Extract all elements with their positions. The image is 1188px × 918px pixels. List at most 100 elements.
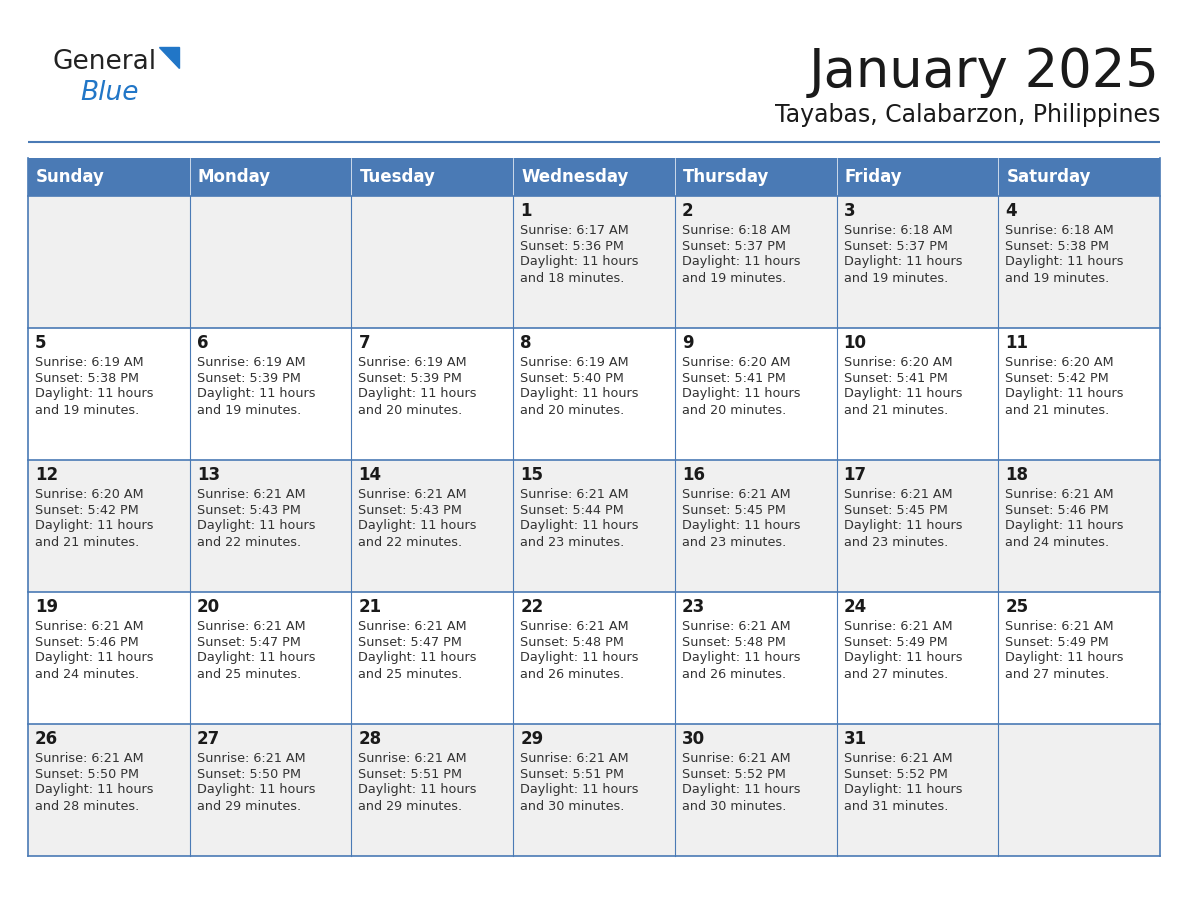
Text: Sunrise: 6:21 AM: Sunrise: 6:21 AM (197, 752, 305, 765)
Bar (836, 196, 998, 328)
Text: and 27 minutes.: and 27 minutes. (843, 667, 948, 680)
Text: Daylight: 11 hours: Daylight: 11 hours (682, 652, 801, 665)
Text: Sunrise: 6:19 AM: Sunrise: 6:19 AM (197, 355, 305, 368)
Text: 1: 1 (520, 202, 532, 220)
Bar (998, 724, 1159, 856)
Text: Daylight: 11 hours: Daylight: 11 hours (1005, 520, 1124, 532)
Text: Daylight: 11 hours: Daylight: 11 hours (197, 783, 315, 797)
Text: Sunset: 5:52 PM: Sunset: 5:52 PM (682, 767, 785, 780)
Text: 14: 14 (359, 466, 381, 484)
Bar (513, 592, 675, 724)
Text: and 19 minutes.: and 19 minutes. (843, 272, 948, 285)
Bar (836, 460, 998, 592)
Text: Sunset: 5:37 PM: Sunset: 5:37 PM (843, 240, 948, 252)
Text: 4: 4 (1005, 202, 1017, 220)
Text: 10: 10 (843, 334, 866, 352)
Text: Sunrise: 6:19 AM: Sunrise: 6:19 AM (520, 355, 628, 368)
Text: Sunrise: 6:21 AM: Sunrise: 6:21 AM (843, 620, 953, 633)
Text: and 19 minutes.: and 19 minutes. (1005, 272, 1110, 285)
Text: 3: 3 (843, 202, 855, 220)
Bar (998, 592, 1159, 724)
Text: 6: 6 (197, 334, 208, 352)
Text: Sunset: 5:46 PM: Sunset: 5:46 PM (34, 635, 139, 648)
Text: Thursday: Thursday (683, 168, 770, 186)
Bar (513, 724, 675, 856)
Text: Wednesday: Wednesday (522, 168, 628, 186)
Text: 26: 26 (34, 730, 58, 748)
Text: Daylight: 11 hours: Daylight: 11 hours (34, 520, 153, 532)
Text: Sunset: 5:44 PM: Sunset: 5:44 PM (520, 503, 624, 517)
Bar (352, 158, 513, 196)
Text: Sunrise: 6:21 AM: Sunrise: 6:21 AM (682, 752, 790, 765)
Text: Daylight: 11 hours: Daylight: 11 hours (682, 783, 801, 797)
Bar (29, 196, 190, 328)
Bar (29, 724, 190, 856)
Text: 11: 11 (1005, 334, 1029, 352)
Text: and 29 minutes.: and 29 minutes. (197, 800, 301, 812)
Text: Sunset: 5:47 PM: Sunset: 5:47 PM (359, 635, 462, 648)
Bar (352, 592, 513, 724)
Text: and 31 minutes.: and 31 minutes. (843, 800, 948, 812)
Text: Sunrise: 6:21 AM: Sunrise: 6:21 AM (359, 752, 467, 765)
Text: Sunrise: 6:18 AM: Sunrise: 6:18 AM (1005, 223, 1114, 237)
Text: Sunset: 5:50 PM: Sunset: 5:50 PM (34, 767, 139, 780)
Text: Sunset: 5:36 PM: Sunset: 5:36 PM (520, 240, 624, 252)
Bar (675, 158, 836, 196)
Text: 21: 21 (359, 598, 381, 616)
Text: Daylight: 11 hours: Daylight: 11 hours (359, 652, 476, 665)
Text: Sunrise: 6:20 AM: Sunrise: 6:20 AM (843, 355, 953, 368)
Text: Sunrise: 6:21 AM: Sunrise: 6:21 AM (1005, 487, 1114, 500)
Text: 18: 18 (1005, 466, 1029, 484)
Text: and 25 minutes.: and 25 minutes. (359, 667, 462, 680)
Text: Sunrise: 6:19 AM: Sunrise: 6:19 AM (359, 355, 467, 368)
Text: Daylight: 11 hours: Daylight: 11 hours (1005, 387, 1124, 400)
Text: Sunrise: 6:20 AM: Sunrise: 6:20 AM (682, 355, 790, 368)
Text: 31: 31 (843, 730, 867, 748)
Text: Daylight: 11 hours: Daylight: 11 hours (520, 387, 639, 400)
Text: 16: 16 (682, 466, 704, 484)
Text: and 21 minutes.: and 21 minutes. (1005, 404, 1110, 417)
Text: Sunset: 5:42 PM: Sunset: 5:42 PM (1005, 372, 1110, 385)
Text: Daylight: 11 hours: Daylight: 11 hours (197, 652, 315, 665)
Text: 30: 30 (682, 730, 704, 748)
Text: Sunrise: 6:21 AM: Sunrise: 6:21 AM (843, 487, 953, 500)
Text: and 19 minutes.: and 19 minutes. (34, 404, 139, 417)
Text: Daylight: 11 hours: Daylight: 11 hours (520, 783, 639, 797)
Bar (836, 328, 998, 460)
Text: Sunset: 5:42 PM: Sunset: 5:42 PM (34, 503, 139, 517)
Text: Blue: Blue (80, 80, 139, 106)
Text: Sunset: 5:43 PM: Sunset: 5:43 PM (359, 503, 462, 517)
Text: Sunset: 5:45 PM: Sunset: 5:45 PM (682, 503, 785, 517)
Text: and 30 minutes.: and 30 minutes. (682, 800, 786, 812)
Text: Daylight: 11 hours: Daylight: 11 hours (1005, 652, 1124, 665)
Text: Sunset: 5:47 PM: Sunset: 5:47 PM (197, 635, 301, 648)
Text: Daylight: 11 hours: Daylight: 11 hours (359, 520, 476, 532)
Bar (190, 460, 352, 592)
Bar (29, 592, 190, 724)
Bar (352, 328, 513, 460)
Text: Sunrise: 6:18 AM: Sunrise: 6:18 AM (682, 223, 790, 237)
Text: Sunset: 5:41 PM: Sunset: 5:41 PM (843, 372, 948, 385)
Text: Sunrise: 6:20 AM: Sunrise: 6:20 AM (34, 487, 144, 500)
Bar (836, 724, 998, 856)
Text: and 23 minutes.: and 23 minutes. (843, 535, 948, 548)
Bar (190, 724, 352, 856)
Text: and 20 minutes.: and 20 minutes. (682, 404, 786, 417)
Text: Sunset: 5:52 PM: Sunset: 5:52 PM (843, 767, 948, 780)
Text: Sunrise: 6:17 AM: Sunrise: 6:17 AM (520, 223, 628, 237)
Text: Sunrise: 6:21 AM: Sunrise: 6:21 AM (520, 752, 628, 765)
Text: 23: 23 (682, 598, 706, 616)
Text: Sunset: 5:48 PM: Sunset: 5:48 PM (682, 635, 785, 648)
Bar (998, 158, 1159, 196)
Text: 25: 25 (1005, 598, 1029, 616)
Text: 27: 27 (197, 730, 220, 748)
Text: January 2025: January 2025 (809, 46, 1159, 98)
Text: 24: 24 (843, 598, 867, 616)
Bar (513, 158, 675, 196)
Text: Sunrise: 6:21 AM: Sunrise: 6:21 AM (34, 620, 144, 633)
Text: and 25 minutes.: and 25 minutes. (197, 667, 301, 680)
Text: and 18 minutes.: and 18 minutes. (520, 272, 625, 285)
Bar (836, 592, 998, 724)
Text: Sunset: 5:39 PM: Sunset: 5:39 PM (359, 372, 462, 385)
Text: Daylight: 11 hours: Daylight: 11 hours (197, 520, 315, 532)
